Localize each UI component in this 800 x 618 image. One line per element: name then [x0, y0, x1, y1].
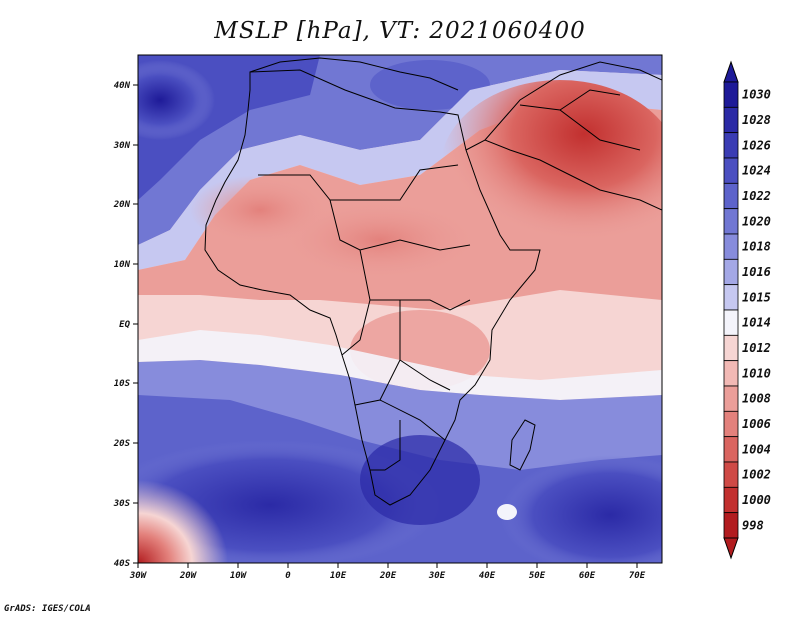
- credit-text: GrADS: IGES/COLA: [4, 604, 91, 614]
- y-tick-label: EQ: [119, 320, 130, 330]
- colorbar-label: 1018: [742, 240, 771, 254]
- colorbar-bottom-arrow: [723, 537, 739, 560]
- mediterranean-coast: [249, 57, 459, 91]
- y-tick-label: 10S: [114, 379, 131, 389]
- colorbar-label: 1012: [742, 341, 771, 355]
- x-axis: 30W 20W 10W 0 10E 20E 30E 40E 50E 60E 70…: [129, 563, 646, 581]
- colorbar-label: 1016: [742, 265, 771, 279]
- arabia-coastline: [465, 139, 662, 211]
- colorbar-swatch: [723, 512, 739, 539]
- colorbar-label: 1030: [742, 88, 771, 102]
- x-tick-label: 40E: [479, 571, 496, 581]
- x-tick-label: 30W: [129, 571, 148, 581]
- colorbar-label: 1004: [742, 442, 771, 456]
- colorbar-label: 1020: [742, 214, 771, 228]
- x-tick-label: 50E: [529, 571, 546, 581]
- azores-high-core: [138, 60, 215, 140]
- colorbar-label: 1010: [742, 366, 771, 380]
- colorbar-swatch: [723, 258, 739, 286]
- colorbar-swatch: [723, 360, 739, 387]
- colorbar-swatch: [723, 284, 739, 311]
- colorbar-label: 1026: [742, 138, 771, 152]
- y-tick-label: 20S: [113, 439, 131, 449]
- colorbar-swatch: [723, 436, 739, 463]
- colorbar-swatch: [723, 410, 739, 438]
- colorbar-swatch: [723, 461, 739, 488]
- y-tick-label: 30N: [113, 141, 131, 151]
- x-tick-label: 20E: [379, 571, 397, 581]
- colorbar-label: 1015: [742, 290, 771, 304]
- map-title: MSLP [hPa], VT: 2021060400: [214, 18, 586, 44]
- colorbar-label: 1006: [742, 417, 771, 431]
- colorbar-swatch: [723, 385, 739, 412]
- south-indian-high: [500, 455, 662, 563]
- colorbar-swatch: [723, 157, 739, 184]
- y-tick-label: 20N: [113, 200, 131, 210]
- colorbar-swatch: [723, 208, 739, 235]
- x-tick-label: 30E: [428, 571, 446, 581]
- colorbar-top-arrow: [723, 60, 739, 83]
- y-axis: 40N 30N 20N 10N EQ 10S 20S 30S 40S: [113, 81, 138, 569]
- x-tick-label: 70E: [629, 571, 646, 581]
- map-frame: [137, 54, 663, 564]
- colorbar-swatch: [723, 182, 739, 210]
- africa-coastline: [204, 69, 541, 506]
- x-tick-label: 10E: [330, 571, 347, 581]
- colorbar-swatch: [723, 334, 739, 362]
- colorbar-swatch: [723, 233, 739, 260]
- y-tick-label: 30S: [113, 499, 131, 509]
- colorbar-swatch: [723, 486, 739, 514]
- colorbar-swatch: [723, 309, 739, 336]
- x-tick-label: 60E: [579, 571, 596, 581]
- colorbar-labels: 1030 1028 1026 1024 1022 1020 1018 1016 1015 1014…: [742, 88, 771, 533]
- colorbar-swatch: [723, 106, 739, 134]
- madagascar-outline: [509, 419, 536, 471]
- colorbar-label: 1000: [742, 493, 771, 507]
- colorbar-swatch: [723, 132, 739, 159]
- y-tick-label: 40S: [114, 559, 131, 569]
- pressure-field: [138, 55, 662, 563]
- colorbar-label: 998: [742, 518, 764, 532]
- colorbar-label: 1022: [742, 189, 771, 203]
- x-tick-label: 10W: [230, 571, 248, 581]
- x-tick-label: 20W: [179, 571, 198, 581]
- colorbar-swatch: [723, 81, 739, 108]
- colorbar-label: 1024: [742, 164, 771, 178]
- y-tick-label: 10N: [114, 260, 131, 270]
- coastlines: [204, 57, 662, 506]
- x-tick-label: 0: [285, 571, 291, 581]
- colorbar-swatches: [723, 60, 739, 560]
- y-tick-label: 40N: [114, 81, 131, 91]
- colorbar-label: 1028: [742, 113, 771, 127]
- colorbar-label: 1008: [742, 392, 771, 406]
- colorbar: 1030 1028 1026 1024 1022 1020 1018 1016 1015 1014…: [723, 60, 771, 560]
- colorbar-label: 1002: [742, 468, 771, 482]
- colorbar-label: 1014: [742, 316, 771, 330]
